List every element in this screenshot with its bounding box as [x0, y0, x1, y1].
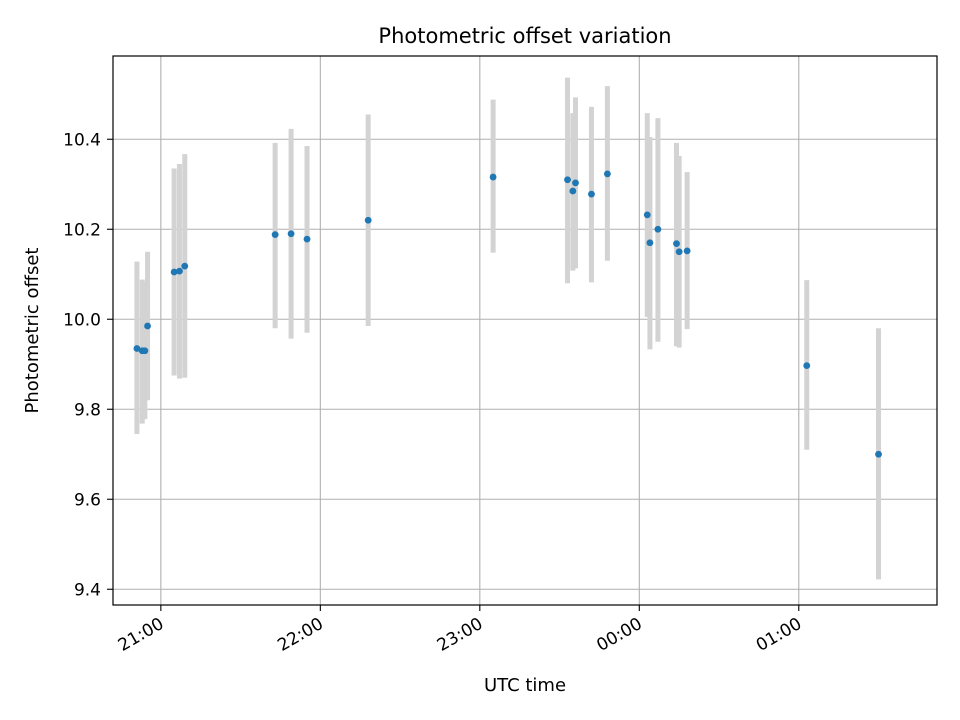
data-point — [654, 225, 662, 233]
data-point — [643, 211, 651, 219]
data-point — [271, 231, 279, 239]
y-tick-label: 9.4 — [74, 580, 101, 600]
plot-frame — [112, 55, 938, 606]
data-point — [287, 230, 295, 238]
data-point — [564, 176, 571, 184]
data-point — [181, 262, 189, 270]
point-layer — [133, 170, 882, 458]
data-point — [364, 216, 372, 224]
y-tick-label: 10.0 — [63, 310, 101, 330]
data-point — [604, 170, 611, 178]
data-point — [675, 248, 683, 256]
data-point — [673, 240, 680, 248]
data-point — [572, 179, 579, 187]
y-tick-label: 9.6 — [74, 490, 101, 510]
data-point — [489, 173, 497, 181]
data-point — [646, 239, 654, 247]
y-tick-label: 10.2 — [63, 220, 101, 240]
data-point — [588, 190, 595, 198]
y-axis-label: Photometric offset — [22, 248, 43, 414]
data-point — [176, 267, 183, 275]
grid-layer — [113, 56, 937, 605]
data-point — [303, 235, 311, 243]
x-axis-label: UTC time — [484, 675, 566, 696]
data-point — [875, 450, 882, 458]
data-point — [141, 347, 149, 355]
data-point — [569, 187, 577, 195]
data-point — [683, 247, 691, 255]
y-tick-label: 9.8 — [74, 400, 101, 420]
data-point — [170, 268, 178, 276]
y-tick-label: 10.4 — [63, 130, 101, 150]
data-point — [803, 362, 811, 369]
data-point — [133, 345, 141, 352]
data-point — [144, 322, 151, 330]
chart-title: Photometric offset variation — [378, 24, 671, 48]
